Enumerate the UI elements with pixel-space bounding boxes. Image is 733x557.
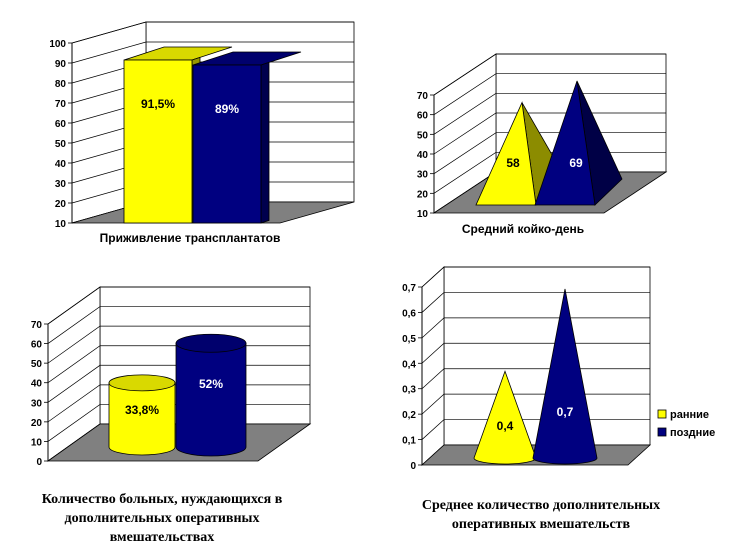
chart-3-gridline <box>47 306 310 344</box>
chart-3-y-tick-label: 60 <box>31 340 43 351</box>
chart-3-cylinder-1-top <box>108 374 176 392</box>
chart-2-x-label: Средний койко-день <box>462 222 584 236</box>
chart-4-y-tick-label: 0,6 <box>402 308 416 319</box>
chart-4-gridline <box>421 368 650 389</box>
chart-4-data-label: 0,7 <box>557 405 574 419</box>
chart-1-bar-1 <box>123 59 193 224</box>
chart-4-y-tick-label: 0,4 <box>402 359 416 370</box>
chart-4-gridline <box>421 317 650 339</box>
chart-3-y-tick-label: 40 <box>31 379 43 390</box>
chart-3-y-tick-label: 0 <box>36 457 42 468</box>
chart-2-gridline <box>433 132 666 174</box>
chart-2-data-label: 58 <box>506 156 520 170</box>
legend-label-2: поздние <box>670 427 715 439</box>
chart-1-y-tick-label: 10 <box>55 219 67 230</box>
chart-3-title-line: вмешательствах <box>110 530 215 545</box>
chart-1-y-tick-label: 60 <box>55 119 67 130</box>
chart-2-y-tick-label: 50 <box>417 130 429 141</box>
chart-1-data-label: 91,5% <box>141 97 175 111</box>
chart-1-y-tick-label: 20 <box>55 199 67 210</box>
chart-4-y-tick-label: 0,1 <box>402 436 416 447</box>
chart-3-title-line: Количество больных, нуждающихся в <box>42 492 283 507</box>
chart-3-y-tick-label: 70 <box>31 320 43 331</box>
chart-1-x-label: Приживление трансплантатов <box>100 231 281 245</box>
chart-3-data-label: 33,8% <box>125 403 159 417</box>
legend-swatch-1 <box>657 409 667 419</box>
chart-4-y-tick-label: 0 <box>410 461 416 472</box>
chart-1-gridline <box>71 21 354 44</box>
chart-3-gridline <box>47 325 310 364</box>
chart-1-y-tick-label: 100 <box>49 39 66 50</box>
chart-1-y-tick-label: 70 <box>55 99 67 110</box>
chart-3-data-label: 52% <box>199 377 223 391</box>
chart-1-y-tick-label: 80 <box>55 79 67 90</box>
chart-1-y-tick-label: 30 <box>55 179 67 190</box>
chart-2-gridline <box>433 53 666 96</box>
chart-4-y-tick-label: 0,2 <box>402 410 416 421</box>
chart-1-y-tick-label: 90 <box>55 59 67 70</box>
chart-2-gridline <box>433 92 666 135</box>
chart-4-gridline <box>421 266 650 288</box>
chart-4-side-wall <box>421 266 445 466</box>
chart-4-data-label: 0,4 <box>497 419 514 433</box>
chart-4-gridline <box>421 342 650 364</box>
legend-swatch-2 <box>657 427 667 437</box>
chart-3-title-line: дополнительных оперативных <box>64 511 259 526</box>
chart-1-gridline <box>71 41 354 64</box>
chart-3-cylinder-2 <box>175 342 247 457</box>
chart-2-y-tick-label: 30 <box>417 170 429 181</box>
chart-2-data-label: 69 <box>569 156 583 170</box>
legend-label-1: ранние <box>670 409 709 421</box>
chart-4-title-line: Среднее количество дополнительных <box>422 498 660 513</box>
chart-4-title-line: оперативных вмешательств <box>452 517 631 532</box>
chart-2-y-tick-label: 10 <box>417 209 429 220</box>
chart-3-y-tick-label: 50 <box>31 359 43 370</box>
chart-1-y-tick-label: 50 <box>55 139 67 150</box>
chart-2-y-tick-label: 40 <box>417 150 429 161</box>
chart-3-y-tick-label: 20 <box>31 418 43 429</box>
chart-3-gridline <box>47 286 310 325</box>
chart-1-y-tick-label: 40 <box>55 159 67 170</box>
chart-4-y-tick-label: 0,3 <box>402 385 416 396</box>
chart-1-data-label: 89% <box>215 102 239 116</box>
chart-3-cylinder-1 <box>108 382 176 456</box>
chart-2-pyramid-1 <box>475 101 537 206</box>
chart-4-y-tick-label: 0,5 <box>402 334 416 345</box>
chart-2-y-tick-label: 60 <box>417 111 429 122</box>
chart-3-y-tick-label: 30 <box>31 398 43 409</box>
chart-3-y-tick-label: 10 <box>31 437 43 448</box>
chart-4-gridline <box>421 292 650 313</box>
chart-1-bar-2 <box>192 64 262 224</box>
chart-1-bar-2-side <box>260 61 270 224</box>
chart-2-pyramid-2 <box>534 80 596 206</box>
chart-2-y-tick-label: 70 <box>417 91 429 102</box>
chart-3-cylinder-2-top <box>175 333 247 353</box>
chart-2-y-tick-label: 20 <box>417 189 429 200</box>
chart-4-y-tick-label: 0,7 <box>402 283 416 294</box>
chart-2-gridline <box>433 112 666 155</box>
chart-4-cone-2 <box>532 288 598 465</box>
chart-2-gridline <box>433 73 666 115</box>
